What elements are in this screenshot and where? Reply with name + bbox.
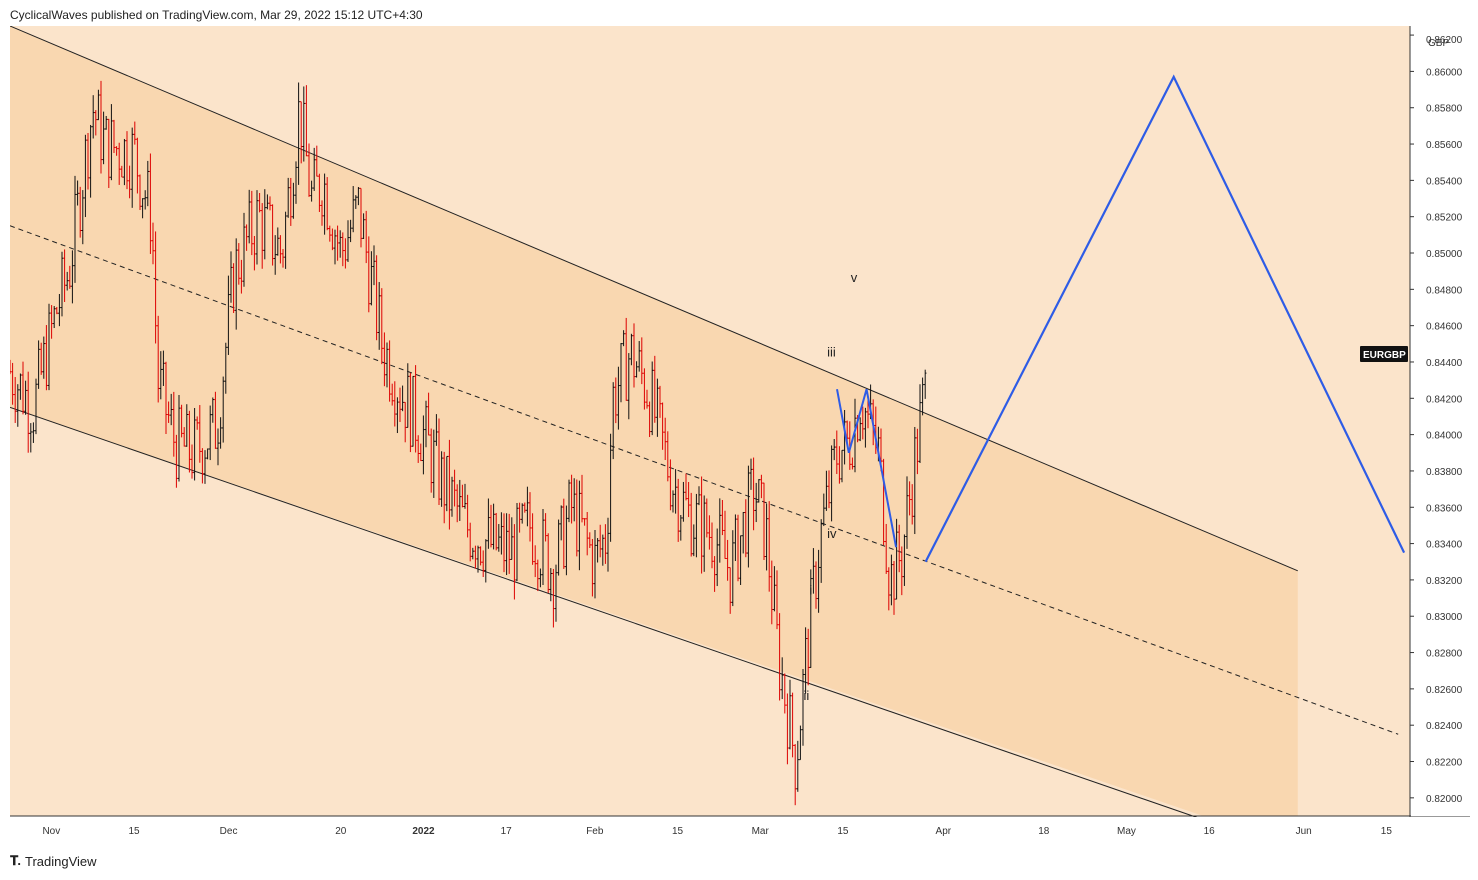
currency-label: GBP xyxy=(1428,38,1449,49)
time-axis-bg xyxy=(10,817,1470,846)
price-tick-label: 0.85400 xyxy=(1426,176,1463,187)
symbol-tag: EURGBP xyxy=(1360,346,1408,362)
price-tick-label: 0.84000 xyxy=(1426,431,1463,442)
time-tick-label: Mar xyxy=(752,826,770,837)
wave-label-i: i xyxy=(809,582,812,597)
wave-label-iv: iv xyxy=(827,526,837,541)
price-axis-bg xyxy=(1411,26,1470,816)
price-tick-label: 0.85600 xyxy=(1426,140,1463,151)
time-tick-label: 15 xyxy=(837,826,849,837)
price-tick-label: 0.82800 xyxy=(1426,649,1463,660)
price-tick-label: 0.83800 xyxy=(1426,467,1463,478)
price-tick-label: 0.83400 xyxy=(1426,540,1463,551)
wave-path xyxy=(836,388,898,548)
price-tick-label: 0.82600 xyxy=(1426,685,1463,696)
projection-line xyxy=(924,74,1406,563)
price-tick-label: 0.84400 xyxy=(1426,358,1463,369)
time-tick-label: Feb xyxy=(586,826,604,837)
price-tick-label: 0.83000 xyxy=(1426,612,1463,623)
channel-fill xyxy=(10,26,1298,816)
time-tick-label: 16 xyxy=(1204,826,1216,837)
time-tick-label: Jun xyxy=(1296,826,1312,837)
price-tick-label: 0.83600 xyxy=(1426,503,1463,514)
price-tick-label: 0.82400 xyxy=(1426,721,1463,732)
time-axis[interactable]: Nov 15 Dec 20 2022 17 Feb 15 Mar 15 Apr 18 May 16 Jun 1… xyxy=(42,826,1392,837)
price-tick-label: 0.85200 xyxy=(1426,213,1463,224)
channel-upper-line xyxy=(9,25,1298,572)
brand-label: TradingView xyxy=(24,853,97,869)
price-chart[interactable]: iii v iv i ii 0.86200 0.86000 0.85800 0.85600 0.… xyxy=(8,25,1470,846)
time-tick-label: 18 xyxy=(1038,826,1050,837)
time-tick-label: 17 xyxy=(501,826,513,837)
price-tick-label: 0.85800 xyxy=(1426,104,1463,115)
price-tick-label: 0.86000 xyxy=(1426,67,1463,78)
wave-label-iii: iii xyxy=(827,345,836,360)
price-tick-label: 0.82200 xyxy=(1426,758,1463,769)
channel-lower-line xyxy=(9,406,1204,821)
price-axis[interactable]: 0.86200 0.86000 0.85800 0.85600 0.85400 0.852… xyxy=(1410,34,1463,805)
tradingview-logo-icon: 𝐓. xyxy=(10,853,21,868)
time-tick-label: May xyxy=(1117,826,1136,837)
wave-label-v: v xyxy=(851,270,858,285)
price-tick-label: 0.85000 xyxy=(1426,249,1463,260)
price-tick-label: 0.84800 xyxy=(1426,285,1463,296)
publisher-header: CyclicalWaves published on TradingView.c… xyxy=(10,8,423,22)
price-tick-label: 0.84200 xyxy=(1426,394,1463,405)
price-tick-label: 0.84600 xyxy=(1426,322,1463,333)
time-tick-label: 2022 xyxy=(412,826,435,837)
time-tick-label: Nov xyxy=(42,826,60,837)
footer: 𝐓. TradingView xyxy=(10,853,97,869)
channel-middle-line xyxy=(9,225,1399,735)
price-tick-label: 0.83200 xyxy=(1426,576,1463,587)
time-tick-label: 15 xyxy=(1381,826,1393,837)
time-tick-label: 15 xyxy=(128,826,140,837)
time-tick-label: Apr xyxy=(936,826,952,837)
time-tick-label: Dec xyxy=(220,826,238,837)
price-tick-label: 0.86200 xyxy=(1426,35,1463,46)
projection-path xyxy=(924,74,1406,563)
wave-label-ii: ii xyxy=(803,688,809,703)
symbol-tag-label: EURGBP xyxy=(1363,350,1406,361)
time-tick-label: 15 xyxy=(672,826,684,837)
channel-lines xyxy=(9,25,1399,821)
time-tick-label: 20 xyxy=(335,826,347,837)
price-tick-label: 0.82000 xyxy=(1426,794,1463,805)
wave-zigzag-line xyxy=(836,388,898,548)
candles xyxy=(8,80,927,806)
